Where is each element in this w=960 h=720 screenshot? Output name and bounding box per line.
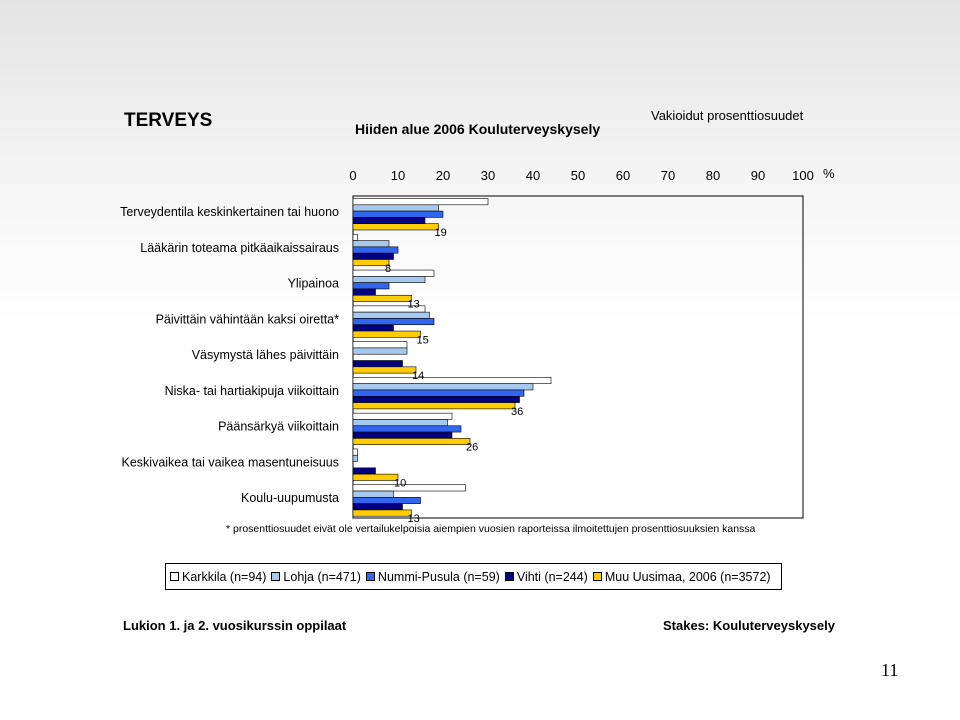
data-label: 13 xyxy=(408,513,420,525)
bar xyxy=(352,259,390,267)
footnote: * prosenttiosuudet eivät ole vertailukel… xyxy=(226,523,756,535)
category-label: Väsymystä lähes päivittäin xyxy=(192,348,339,362)
legend-swatch xyxy=(365,572,375,581)
data-label: 19 xyxy=(435,227,447,239)
bar xyxy=(352,294,412,302)
bar xyxy=(352,377,552,384)
bar xyxy=(352,288,376,296)
bar xyxy=(352,503,403,511)
data-label: 14 xyxy=(412,370,424,382)
bar xyxy=(352,448,358,456)
x-tick-label: 20 xyxy=(436,168,450,183)
bar xyxy=(352,389,525,397)
data-label: 26 xyxy=(466,442,478,454)
x-tick-label: 10 xyxy=(391,168,405,183)
bar xyxy=(352,311,430,319)
bar xyxy=(352,419,448,427)
data-label: 15 xyxy=(417,334,429,346)
source: Stakes: Kouluterveyskysely xyxy=(663,618,835,633)
legend-swatch xyxy=(271,572,281,581)
category-label: Lääkärin toteama pitkäaikaissairaus xyxy=(140,241,339,255)
bar xyxy=(352,395,520,403)
bar xyxy=(352,490,394,498)
legend-label: Muu Uusimaa, 2006 (n=3572) xyxy=(604,569,771,584)
category-label: Niska- tai hartiakipuja viikoittain xyxy=(165,384,339,398)
bar xyxy=(352,454,358,462)
bar xyxy=(352,324,394,332)
bar xyxy=(352,252,394,260)
legend-item: Muu Uusimaa, 2006 (n=3572) xyxy=(592,569,771,584)
legend: Karkkila (n=94) Lohja (n=471) Nummi-Pusula… xyxy=(165,563,782,590)
bar xyxy=(352,366,417,374)
legend-swatch xyxy=(592,572,602,581)
bar xyxy=(352,223,439,231)
bar xyxy=(352,473,399,481)
bar xyxy=(352,204,439,212)
legend-swatch xyxy=(170,572,179,581)
legend-item: Nummi-Pusula (n=59) xyxy=(365,569,500,584)
bar xyxy=(352,318,435,326)
legend-label: Vihti (n=244) xyxy=(516,569,588,584)
bar xyxy=(352,412,453,420)
x-tick-label: 90 xyxy=(751,168,765,183)
bar xyxy=(352,484,466,492)
bar xyxy=(352,509,412,517)
standardized-note: Vakioidut prosenttiosuudet xyxy=(651,108,804,123)
bar xyxy=(352,330,421,338)
data-label: 13 xyxy=(408,299,420,311)
bar xyxy=(352,341,408,349)
chart-subtitle: Hiiden alue 2006 Kouluterveyskysely xyxy=(355,121,601,137)
legend-item: Lohja (n=471) xyxy=(271,570,361,584)
page-number: 11 xyxy=(881,660,899,680)
unit-label: % xyxy=(823,166,835,181)
plot-area xyxy=(352,195,804,519)
legend-item: Vihti (n=244) xyxy=(504,569,588,584)
category-label: Keskivaikea tai vaikea masentuneisuus xyxy=(122,455,339,469)
x-tick-label: 40 xyxy=(526,168,540,183)
bar xyxy=(352,347,408,355)
legend-swatch xyxy=(504,572,514,581)
bar xyxy=(352,360,403,368)
legend-label: Lohja (n=471) xyxy=(283,569,361,584)
bar-chart: 0 10 20 30 40 50 60 70 80 90 100 Terveydentila kes… xyxy=(120,166,835,525)
category-label: Päänsärkyä viikoittain xyxy=(218,420,339,434)
bar xyxy=(352,210,444,218)
x-tick-label: 100 xyxy=(792,168,814,183)
data-label: 8 xyxy=(385,263,391,275)
bar xyxy=(352,246,399,254)
legend-label: Karkkila (n=94) xyxy=(182,569,267,584)
target-group: Lukion 1. ja 2. vuosikurssin oppilaat xyxy=(123,618,347,633)
x-tick-label: 50 xyxy=(571,168,585,183)
bar xyxy=(352,240,390,248)
bar xyxy=(352,282,390,290)
x-tick-label: 60 xyxy=(616,168,630,183)
bar xyxy=(352,402,516,410)
category-label: Päivittäin vähintään kaksi oiretta* xyxy=(156,312,340,326)
bar xyxy=(352,198,489,206)
x-tick-label: 80 xyxy=(706,168,720,183)
x-tick-label: 0 xyxy=(349,168,356,183)
category-label: Koulu-uupumusta xyxy=(241,491,339,505)
bar xyxy=(352,425,462,433)
data-label: 10 xyxy=(394,477,406,489)
bar xyxy=(352,269,435,277)
bar xyxy=(352,431,453,439)
bar xyxy=(352,497,421,504)
x-tick-label: 70 xyxy=(661,168,675,183)
bar xyxy=(352,383,534,391)
page-title: TERVEYS xyxy=(124,110,213,131)
bar xyxy=(352,467,376,475)
bar xyxy=(352,276,426,283)
legend-label: Nummi-Pusula (n=59) xyxy=(377,569,500,584)
category-label: Terveydentila keskinkertainen tai huono xyxy=(120,205,339,219)
category-label: Ylipainoa xyxy=(288,277,339,291)
legend-item: Karkkila (n=94) xyxy=(170,570,266,584)
bar xyxy=(352,217,426,224)
x-tick-label: 30 xyxy=(481,168,495,183)
bar xyxy=(352,438,471,445)
data-label: 36 xyxy=(511,406,523,418)
bar xyxy=(352,233,358,241)
